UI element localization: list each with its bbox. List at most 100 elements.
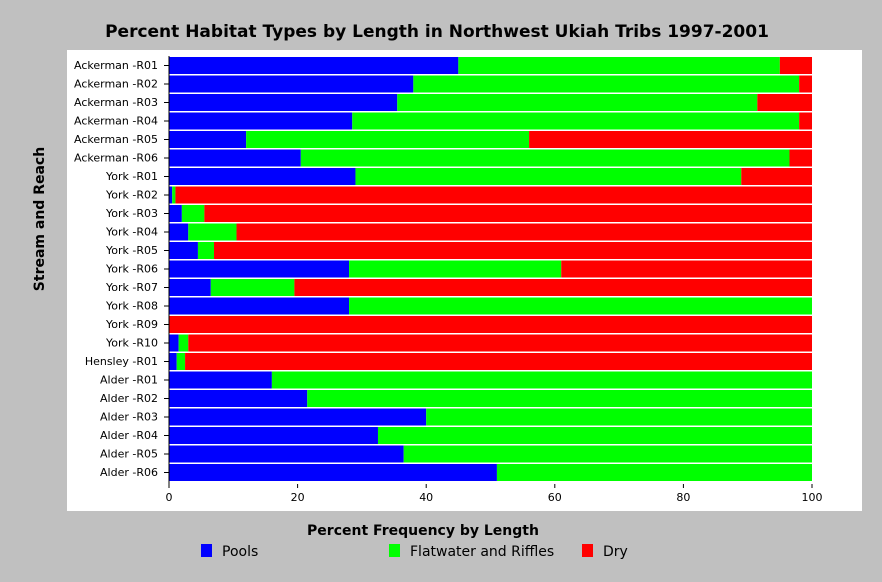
bar-york-r05-dry — [214, 242, 812, 259]
y-tick-label: York -R09 — [105, 318, 158, 331]
bar-alder-r03-flatwater-and-riffles — [426, 408, 812, 426]
bar-york-r10-pools — [169, 334, 179, 352]
bar-hensley-r01-dry — [185, 353, 812, 370]
bar-alder-r06-pools — [169, 464, 497, 481]
y-tick-label: York -R05 — [105, 244, 158, 257]
legend-label-flatwater-and-riffles: Flatwater and Riffles — [410, 544, 554, 560]
legend-label-dry: Dry — [603, 544, 628, 560]
y-tick-label: York -R02 — [105, 189, 158, 202]
bar-york-r05-flatwater-and-riffles — [197, 242, 215, 259]
bar-york-r07-dry — [294, 279, 812, 296]
bars-group — [169, 57, 813, 481]
bar-york-r04-pools — [169, 223, 189, 241]
y-tick-label: York -R10 — [105, 337, 158, 350]
bar-ackerman-r03-pools — [169, 94, 398, 111]
bar-ackerman-r03-dry — [757, 94, 812, 111]
bar-ackerman-r04-dry — [799, 112, 812, 130]
bar-york-r06-dry — [561, 260, 812, 278]
x-tick-label: 40 — [419, 491, 433, 504]
legend-swatch-pools — [201, 544, 212, 557]
x-tick-label: 0 — [166, 491, 173, 504]
y-tick-label: Alder -R03 — [100, 411, 158, 424]
x-tick-label: 60 — [548, 491, 562, 504]
bar-alder-r01-pools — [169, 371, 272, 389]
bar-hensley-r01-flatwater-and-riffles — [176, 353, 186, 370]
bar-ackerman-r02-pools — [169, 75, 414, 93]
bar-ackerman-r04-flatwater-and-riffles — [352, 112, 800, 130]
x-tick-label: 80 — [676, 491, 690, 504]
bar-ackerman-r04-pools — [169, 112, 353, 130]
y-tick-label: York -R03 — [105, 207, 158, 220]
bar-alder-r02-pools — [169, 390, 308, 407]
y-tick-label: Alder -R06 — [100, 466, 158, 479]
bar-york-r03-dry — [204, 205, 813, 222]
bar-alder-r03-pools — [169, 408, 427, 426]
bar-alder-r01-flatwater-and-riffles — [271, 371, 812, 389]
bar-ackerman-r05-flatwater-and-riffles — [246, 131, 530, 148]
bar-york-r07-flatwater-and-riffles — [210, 279, 295, 296]
y-axis-title: Stream and Reach — [32, 147, 48, 291]
bar-ackerman-r02-flatwater-and-riffles — [413, 75, 800, 93]
bar-york-r01-pools — [169, 168, 356, 185]
bar-york-r01-flatwater-and-riffles — [355, 168, 742, 185]
bar-alder-r04-pools — [169, 427, 378, 444]
y-tick-label: Ackerman -R02 — [74, 78, 158, 91]
legend: Pools Flatwater and Riffles Dry — [201, 544, 628, 560]
bar-york-r01-dry — [741, 168, 812, 185]
y-tick-label: York -R04 — [105, 226, 158, 239]
bar-ackerman-r05-pools — [169, 131, 247, 148]
legend-swatch-dry — [582, 544, 593, 557]
y-tick-label: Alder -R05 — [100, 448, 158, 461]
legend-swatch-flatwater-and-riffles — [389, 544, 400, 557]
x-tick-labels: 0 20 40 60 80 100 — [166, 484, 823, 504]
y-tick-labels: Ackerman -R01 Ackerman -R02 Ackerman -R03 A… — [74, 59, 169, 479]
bar-york-r05-pools — [169, 242, 198, 259]
bar-hensley-r01-pools — [169, 353, 177, 370]
y-tick-label: Hensley -R01 — [85, 355, 158, 368]
y-tick-label: Alder -R02 — [100, 392, 158, 405]
bar-york-r08-flatwater-and-riffles — [349, 297, 812, 315]
legend-label-pools: Pools — [222, 544, 258, 560]
bar-york-r08-pools — [169, 297, 350, 315]
y-tick-label: Ackerman -R01 — [74, 59, 158, 72]
bar-ackerman-r01-pools — [169, 57, 459, 74]
bar-york-r06-flatwater-and-riffles — [349, 260, 562, 278]
bar-alder-r06-flatwater-and-riffles — [496, 464, 812, 481]
bar-york-r10-flatwater-and-riffles — [178, 334, 189, 352]
bar-york-r02-pools — [169, 186, 173, 204]
bar-york-r02-dry — [175, 186, 812, 204]
bar-york-r09-dry — [169, 316, 812, 333]
y-tick-label: Alder -R04 — [100, 429, 158, 442]
bar-ackerman-r06-flatwater-and-riffles — [300, 149, 790, 167]
x-tick-label: 20 — [291, 491, 305, 504]
bar-york-r04-flatwater-and-riffles — [188, 223, 237, 241]
y-tick-label: Ackerman -R03 — [74, 96, 158, 109]
y-tick-label: Ackerman -R04 — [74, 115, 158, 128]
bar-york-r07-pools — [169, 279, 211, 296]
bar-york-r03-flatwater-and-riffles — [181, 205, 205, 222]
y-tick-label: York -R08 — [105, 300, 158, 313]
bar-ackerman-r03-flatwater-and-riffles — [397, 94, 758, 111]
bar-alder-r02-flatwater-and-riffles — [307, 390, 812, 407]
x-tick-label: 100 — [802, 491, 823, 504]
bar-york-r02-flatwater-and-riffles — [172, 186, 176, 204]
bar-ackerman-r02-dry — [799, 75, 812, 93]
bar-alder-r04-flatwater-and-riffles — [377, 427, 812, 444]
bar-york-r04-dry — [236, 223, 812, 241]
bar-ackerman-r01-dry — [779, 57, 812, 74]
bar-ackerman-r01-flatwater-and-riffles — [458, 57, 780, 74]
y-tick-label: Ackerman -R06 — [74, 152, 158, 165]
x-axis-title: Percent Frequency by Length — [307, 523, 539, 539]
bar-alder-r05-flatwater-and-riffles — [403, 445, 812, 463]
y-tick-label: York -R06 — [105, 263, 158, 276]
bar-ackerman-r06-pools — [169, 149, 301, 167]
y-tick-label: Ackerman -R05 — [74, 133, 158, 146]
y-tick-label: York -R07 — [105, 281, 158, 294]
bar-york-r10-dry — [188, 334, 813, 352]
bar-ackerman-r05-dry — [529, 131, 812, 148]
bar-york-r06-pools — [169, 260, 350, 278]
bar-alder-r05-pools — [169, 445, 404, 463]
bar-ackerman-r06-dry — [789, 149, 812, 167]
bar-york-r03-pools — [169, 205, 182, 222]
